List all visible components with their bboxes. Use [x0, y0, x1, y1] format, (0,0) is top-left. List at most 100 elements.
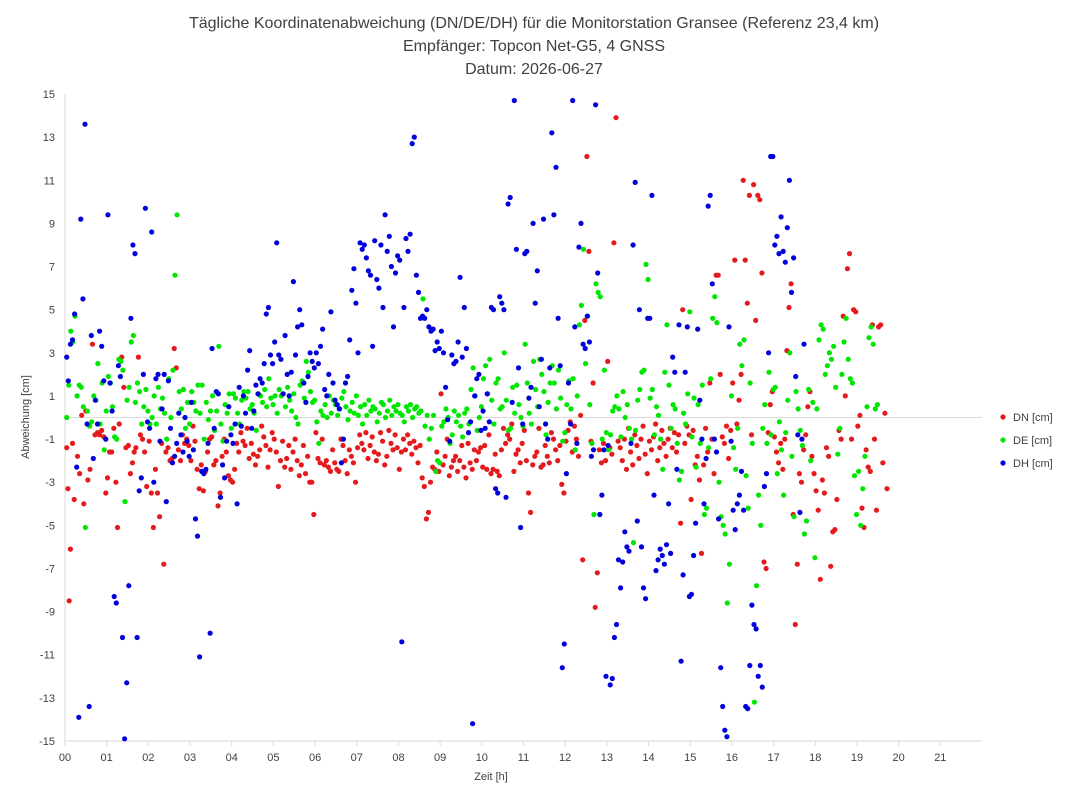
- data-point: [228, 425, 234, 431]
- data-point: [236, 449, 242, 455]
- data-point: [564, 402, 570, 408]
- data-point: [343, 404, 349, 410]
- data-point: [374, 419, 380, 425]
- data-point: [74, 464, 80, 470]
- data-point: [425, 509, 432, 515]
- data-point: [364, 412, 370, 418]
- data-point: [792, 621, 798, 628]
- data-point: [873, 507, 880, 513]
- data-point: [317, 343, 324, 349]
- data-point: [530, 220, 536, 226]
- data-point: [455, 412, 462, 418]
- data-point: [745, 505, 751, 511]
- data-point: [803, 432, 809, 438]
- chart-title-line-1: Tägliche Koordinatenabweichung (DN/DE/DH…: [189, 15, 879, 32]
- data-point: [609, 451, 615, 457]
- data-point: [540, 216, 547, 222]
- data-point: [505, 432, 511, 438]
- data-point: [561, 641, 567, 647]
- data-point: [67, 546, 73, 552]
- data-point: [651, 492, 657, 498]
- data-point: [538, 356, 545, 362]
- data-point: [855, 423, 861, 429]
- data-point: [437, 460, 443, 466]
- data-point: [498, 447, 504, 453]
- data-point: [718, 665, 724, 671]
- data-point: [114, 524, 121, 531]
- data-point: [568, 421, 574, 427]
- data-point: [599, 436, 605, 442]
- data-point: [132, 251, 138, 257]
- data-point: [259, 380, 265, 386]
- data-point: [455, 468, 461, 474]
- data-point: [801, 531, 808, 537]
- data-point: [530, 358, 537, 364]
- data-point: [482, 425, 488, 431]
- data-point: [819, 477, 826, 483]
- data-point: [653, 568, 659, 574]
- data-point: [210, 393, 216, 399]
- data-point: [188, 399, 194, 405]
- data-point: [415, 289, 422, 295]
- data-point: [649, 192, 655, 198]
- y-tick-label: -1: [45, 434, 55, 446]
- data-point: [736, 397, 742, 403]
- data-point: [385, 408, 391, 414]
- data-point: [400, 436, 407, 442]
- data-point: [559, 665, 565, 671]
- data-point: [526, 410, 532, 416]
- data-point: [245, 367, 251, 373]
- data-point: [107, 380, 113, 386]
- data-point: [575, 453, 582, 459]
- data-point: [286, 442, 292, 449]
- data-point: [626, 425, 633, 431]
- data-point: [301, 395, 307, 401]
- data-point: [159, 406, 165, 412]
- data-point: [163, 449, 169, 455]
- data-point: [69, 337, 76, 343]
- data-point: [80, 404, 86, 410]
- data-point: [599, 492, 605, 498]
- data-point: [678, 468, 685, 474]
- x-tick-label: 04: [226, 752, 238, 764]
- data-point: [270, 361, 276, 367]
- chart-title-line-3: Datum: 2026-06-27: [465, 61, 603, 78]
- data-point: [309, 358, 315, 364]
- data-point: [868, 324, 874, 330]
- data-point: [764, 440, 770, 446]
- data-point: [223, 449, 229, 455]
- data-point: [711, 436, 718, 442]
- data-point: [380, 304, 386, 311]
- data-point: [611, 240, 617, 246]
- data-point: [793, 389, 799, 395]
- data-point: [405, 248, 411, 254]
- data-point: [129, 460, 136, 466]
- data-point: [623, 466, 630, 472]
- data-point: [453, 358, 459, 364]
- data-point: [151, 393, 157, 399]
- data-point: [663, 453, 669, 459]
- data-point: [99, 427, 105, 433]
- data-point: [786, 304, 792, 311]
- data-point: [678, 520, 684, 526]
- data-point: [719, 434, 725, 440]
- data-point: [138, 475, 144, 481]
- data-point: [257, 376, 263, 382]
- data-point: [640, 423, 646, 429]
- data-point: [688, 591, 695, 597]
- data-point: [220, 462, 226, 468]
- data-point: [382, 414, 389, 421]
- data-point: [432, 348, 438, 354]
- data-point: [548, 430, 555, 436]
- data-point: [622, 414, 628, 421]
- data-point: [372, 238, 378, 244]
- data-point: [532, 300, 538, 306]
- data-point: [711, 471, 717, 477]
- data-point: [762, 402, 768, 408]
- data-point: [525, 490, 532, 496]
- data-point: [417, 442, 423, 449]
- data-point: [645, 276, 651, 283]
- data-point: [872, 406, 878, 412]
- data-point: [288, 466, 294, 472]
- data-point: [730, 380, 736, 386]
